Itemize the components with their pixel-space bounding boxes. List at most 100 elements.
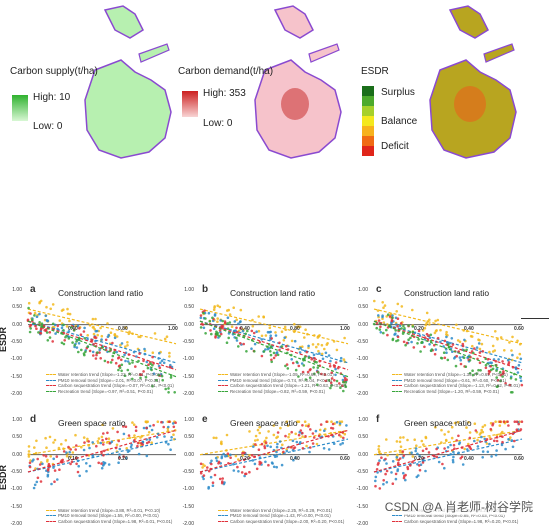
point-pm (404, 478, 407, 482)
y-tick-label: 0.00 (12, 321, 22, 328)
point-carbon (102, 454, 105, 457)
point-carbon (199, 462, 203, 466)
point-pm (391, 314, 394, 317)
trend-line-recreation (199, 320, 349, 378)
point-recreation (167, 387, 170, 390)
trend-line-water (27, 308, 177, 345)
point-pm (322, 447, 326, 450)
point-carbon (377, 319, 381, 322)
point-recreation (67, 337, 71, 340)
point-carbon (461, 342, 465, 346)
point-water (68, 312, 72, 316)
esdr-seg (362, 106, 374, 116)
point-pm (202, 477, 205, 481)
y-tick-label: -1.00 (10, 356, 22, 363)
point-water (256, 428, 260, 432)
point-carbon (117, 356, 121, 359)
point-water (458, 340, 462, 344)
point-carbon (417, 329, 421, 333)
supply-strip (138, 43, 170, 63)
point-recreation (126, 368, 130, 372)
point-water (201, 466, 204, 469)
point-pm (459, 358, 462, 362)
point-recreation (245, 350, 248, 353)
point-water (251, 324, 255, 328)
point-carbon (95, 353, 98, 357)
point-carbon (274, 354, 278, 357)
point-water (402, 436, 405, 439)
y-tick-label: 0.50 (358, 304, 368, 311)
y-tick-label: -1.00 (356, 356, 368, 363)
point-water (267, 430, 270, 433)
point-pm (239, 320, 242, 323)
point-water (491, 344, 495, 348)
point-carbon (82, 330, 86, 333)
x-tick-label: 0.40 (464, 455, 474, 462)
point-pm (466, 448, 469, 451)
point-carbon (108, 442, 111, 445)
point-carbon (311, 432, 315, 435)
point-water (97, 437, 101, 440)
point-pm (155, 436, 159, 439)
point-water (467, 421, 470, 424)
y-tick-label: 0.50 (12, 434, 22, 441)
point-water (488, 350, 491, 354)
point-water (320, 352, 324, 356)
point-carbon (53, 480, 56, 483)
y-tick-label: -1.50 (10, 373, 22, 380)
point-water (406, 438, 409, 442)
point-water (470, 335, 474, 338)
point-carbon (376, 463, 380, 466)
point-pm (374, 475, 378, 479)
point-recreation (101, 346, 104, 349)
point-carbon (70, 460, 74, 464)
point-water (377, 448, 380, 451)
point-water (133, 434, 136, 437)
point-water (467, 442, 470, 446)
point-water (66, 312, 70, 316)
trend-line-carbon (27, 429, 177, 473)
point-carbon (43, 329, 46, 332)
point-carbon (78, 327, 81, 330)
point-recreation (80, 348, 83, 352)
point-recreation (302, 364, 306, 367)
point-water (45, 305, 48, 309)
point-water (27, 455, 31, 458)
point-water (234, 454, 238, 458)
point-recreation (215, 330, 218, 334)
point-carbon (341, 384, 344, 388)
point-water (339, 435, 343, 438)
point-water (33, 311, 37, 315)
point-pm (213, 313, 217, 316)
point-water (272, 424, 275, 427)
point-pm (334, 373, 337, 377)
point-pm (394, 332, 397, 335)
point-water (237, 458, 240, 461)
point-water (468, 431, 472, 434)
point-water (115, 335, 119, 338)
scatter-plot-area (26, 299, 177, 394)
watermark: CSDN @A 肖老师-树谷学院 (384, 498, 533, 515)
point-carbon (69, 462, 72, 466)
legend-entry: Recreation trend (Slope=-0.97, R²=0.51, … (46, 389, 153, 394)
point-carbon (28, 465, 32, 469)
point-pm (142, 426, 146, 430)
point-carbon (478, 361, 482, 365)
point-carbon (305, 350, 309, 354)
esdr-seg (362, 116, 374, 126)
point-pm (85, 462, 88, 465)
point-pm (211, 484, 215, 487)
point-recreation (83, 337, 87, 340)
point-recreation (244, 332, 247, 336)
point-water (395, 310, 398, 313)
y-tick-label: -2.00 (10, 391, 22, 397)
point-water (237, 329, 241, 333)
point-water (44, 436, 47, 440)
point-recreation (316, 383, 319, 387)
panel-letter: f (376, 414, 380, 425)
point-pm (341, 378, 345, 382)
point-recreation (109, 361, 113, 364)
point-carbon (388, 315, 392, 318)
point-carbon (423, 336, 427, 339)
point-carbon (250, 454, 254, 457)
